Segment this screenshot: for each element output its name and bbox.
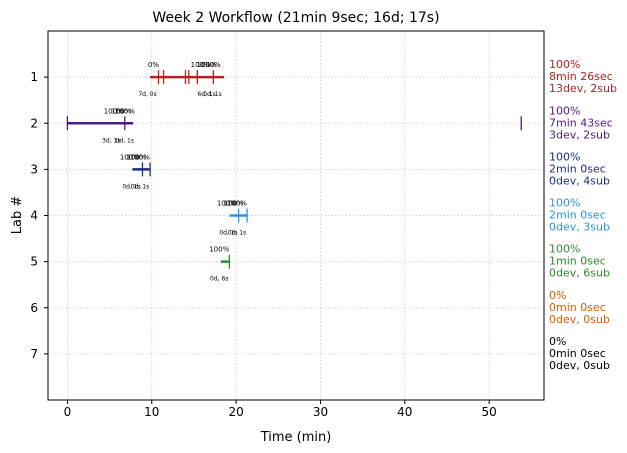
y-tick-label: 4: [30, 209, 38, 223]
lab-1-percent-label: 100%: [191, 61, 211, 69]
x-tick-label: 40: [397, 405, 412, 419]
lab-1-detail-label: 6d, 1s: [197, 91, 215, 98]
grid: [48, 31, 544, 400]
lab-3-detail-label: 0d, 1s: [122, 183, 140, 190]
lab-3-summary-line: 100%: [549, 150, 580, 163]
lab-2-summary-line: 3dev, 2sub: [549, 128, 610, 141]
lab-1-summary-line: 100%: [549, 58, 580, 71]
lab-1-percent-label: 100%: [197, 61, 217, 69]
y-tick-label: 5: [30, 255, 38, 269]
lab-2-detail-label: 0d, 1s: [116, 137, 134, 144]
y-tick-label: 3: [30, 162, 38, 176]
lab-5-percent-label: 100%: [209, 246, 229, 254]
lab-5-summary-line: 0dev, 6sub: [549, 267, 610, 280]
x-axis-label: Time (min): [260, 430, 332, 445]
lab-6-summary-line: 0%: [549, 289, 566, 302]
lab-7-summary-line: 0%: [549, 335, 566, 348]
y-tick-label: 6: [30, 301, 38, 315]
lab-2-percent-label: 100%: [115, 107, 135, 115]
y-tick-label: 2: [30, 116, 38, 130]
lab-4-summary-line: 100%: [549, 197, 580, 210]
lab-3-percent-label: 100%: [120, 153, 140, 161]
x-tick-label: 10: [144, 405, 159, 419]
lab-6-summary-line: 0dev, 0sub: [549, 313, 610, 326]
lab-4-percent-label: 100%: [217, 200, 237, 208]
lab-7-summary-line: 0min 0sec: [549, 347, 606, 360]
lab-1-detail-label: 7d, 0s: [138, 91, 156, 98]
axis-ticks: 0 10 20 30 40 50 1 2 3 4 5 6 7: [30, 70, 496, 419]
lab-3-percent-label: 100%: [127, 153, 147, 161]
lab-4-percent-label: 100%: [224, 200, 244, 208]
y-tick-label: 1: [30, 70, 38, 84]
lab-1-percent-label: 0%: [148, 61, 159, 69]
y-tick-label: 7: [30, 347, 38, 361]
lab-3-detail-label: 0d, 1s: [131, 183, 149, 190]
lab-4-detail-label: 0d, 1s: [219, 230, 237, 237]
lab-2-summary-line: 7min 43sec: [549, 116, 613, 129]
x-tick-label: 20: [228, 405, 243, 419]
lab-2-percent-label: 100%: [111, 107, 131, 115]
chart-title: Week 2 Workflow (21min 9sec; 16d; 17s): [152, 10, 439, 26]
lab-1-summary-line: 13dev, 2sub: [549, 82, 617, 95]
lab-4-summary-line: 0dev, 3sub: [549, 221, 610, 234]
lab-2-summary-line: 100%: [549, 104, 580, 117]
lab-6-summary-line: 0min 0sec: [549, 301, 606, 314]
lab-2-detail-label: 3d, 1s: [102, 137, 120, 144]
lab-4-percent-label: 100%: [227, 200, 247, 208]
lab-3-summary-line: 2min 0sec: [549, 162, 606, 175]
x-tick-label: 30: [313, 405, 328, 419]
lab-5-summary-line: 100%: [549, 243, 580, 256]
lab-5-summary-line: 1min 0sec: [549, 255, 606, 268]
lab-3-percent-label: 100%: [130, 153, 150, 161]
lab-4-detail-label: 0d, 1s: [228, 230, 246, 237]
lab-1-percent-label: 100%: [201, 61, 221, 69]
lab-1-detail-label: 0d, 1s: [203, 91, 221, 98]
lab-3-summary-line: 0dev, 4sub: [549, 174, 610, 187]
lab-1-summary-line: 8min 26sec: [549, 70, 613, 83]
lab-2-percent-label: 100%: [104, 107, 124, 115]
y-axis-label: Lab #: [10, 196, 25, 235]
lab-4-summary-line: 2min 0sec: [549, 209, 606, 222]
lab-5-detail-label: 0d, 6s: [210, 276, 228, 283]
x-tick-label: 0: [64, 405, 72, 419]
lab-7-summary-line: 0dev, 0sub: [549, 359, 610, 372]
x-tick-label: 50: [482, 405, 497, 419]
